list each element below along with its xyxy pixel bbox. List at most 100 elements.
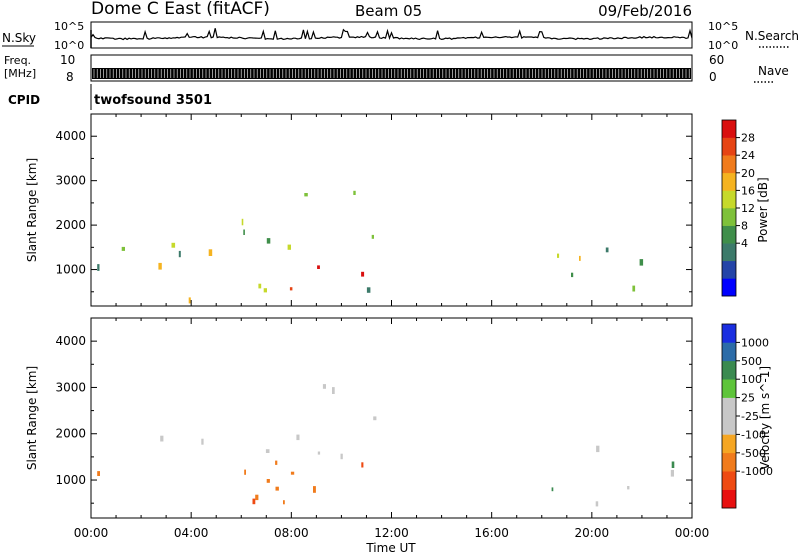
heatmap-cell — [596, 445, 600, 453]
heatmap-cell — [263, 288, 267, 293]
freq-panel: Freq. [MHz] 10 8 60 0 Nave — [4, 53, 789, 84]
power-heatmap-cells — [97, 190, 644, 304]
noise-sky-trace — [90, 28, 693, 41]
colorbar-swatch — [722, 452, 736, 472]
freq-label-line1: Freq. — [4, 54, 31, 67]
noise-left-tick-bottom: 10^0 — [54, 39, 84, 52]
colorbar-swatch — [722, 342, 736, 362]
heatmap-cell — [317, 265, 320, 269]
heatmap-cell — [290, 471, 295, 475]
heatmap-cell — [244, 469, 246, 475]
heatmap-cell — [171, 242, 176, 248]
velocity-panel: 1000 2000 3000 4000 Slant Range [km] — [25, 317, 693, 519]
colorbar-tick-label: -100 — [741, 428, 766, 441]
colorbar-swatch — [722, 155, 736, 174]
velocity-y-axis-label: Slant Range [km] — [25, 366, 39, 470]
noise-right-tick-bottom: 10^0 — [708, 39, 738, 52]
power-colorbar-label: Power [dB] — [756, 177, 770, 242]
colorbar-tick-label: 12 — [741, 202, 755, 215]
time-tick-label: 20:00 — [575, 526, 610, 540]
colorbar-tick-label: 500 — [741, 355, 762, 368]
heatmap-cell — [266, 238, 271, 244]
cpid-text: twofsound 3501 — [94, 93, 212, 108]
freq-trace-hatch — [93, 69, 690, 78]
colorbar-swatch — [722, 489, 736, 509]
colorbar-tick-label: 8 — [741, 220, 748, 233]
time-tick-label: 08:00 — [274, 526, 309, 540]
colorbar-tick-label: 16 — [741, 184, 755, 197]
colorbar-swatch — [722, 471, 736, 490]
freq-tick-bottom: 8 — [66, 70, 74, 84]
heatmap-cell — [188, 297, 191, 304]
colorbar-swatch — [722, 360, 736, 380]
nave-tick-bottom: 0 — [709, 70, 717, 84]
colorbar-tick-label: 100 — [741, 373, 762, 386]
plot-title: Dome C East (fitACF) — [91, 0, 270, 19]
power-colorbar: Power [dB] 28 24 20 16 12 8 4 — [721, 119, 770, 297]
heatmap-cell — [241, 218, 244, 226]
heatmap-cell — [340, 453, 343, 460]
colorbar-swatch — [722, 278, 736, 297]
heatmap-cell — [605, 247, 609, 253]
heatmap-cell — [266, 479, 270, 483]
noise-left-tick-top: 10^5 — [54, 20, 84, 33]
power-panel-bg — [91, 114, 692, 306]
heatmap-cell — [208, 249, 213, 256]
heatmap-cell — [361, 462, 364, 468]
heatmap-cell — [97, 264, 100, 271]
heatmap-cell — [595, 501, 599, 507]
colorbar-swatch — [722, 208, 736, 226]
colorbar-swatch — [722, 416, 736, 435]
velocity-panel-bg — [91, 318, 692, 518]
heatmap-cell — [296, 434, 300, 441]
heatmap-cell — [97, 471, 100, 476]
y-tick-label: 2000 — [55, 427, 86, 441]
noise-search-label: N.Search — [745, 29, 799, 43]
noise-sky-label: N.Sky — [2, 31, 36, 45]
time-tick-label: 16:00 — [474, 526, 509, 540]
nave-tick-top: 60 — [709, 53, 724, 67]
freq-panel-frame — [90, 54, 693, 82]
time-tick-label: 12:00 — [374, 526, 409, 540]
heatmap-cell — [304, 193, 308, 197]
colorbar-tick-label: 28 — [741, 132, 755, 145]
velocity-colorbar-label: Velocity [m s^-1] — [758, 366, 772, 470]
heatmap-cell — [275, 486, 279, 491]
colorbar-tick-label: 25 — [741, 392, 755, 405]
heatmap-cell — [317, 451, 321, 455]
time-tick-label: 04:00 — [174, 526, 209, 540]
colorbar-swatch — [722, 120, 736, 138]
time-tick-label: 00:00 — [675, 526, 710, 540]
colorbar-swatch — [722, 190, 736, 209]
colorbar-tick-label: -500 — [741, 447, 766, 460]
colorbar-swatch — [722, 324, 736, 343]
heatmap-cell — [252, 498, 256, 505]
heatmap-cell — [579, 255, 581, 261]
heatmap-cell — [557, 253, 560, 258]
heatmap-cell — [178, 250, 181, 258]
heatmap-cell — [201, 438, 204, 445]
colorbar-swatch — [722, 243, 736, 262]
heatmap-cell — [632, 285, 636, 292]
heatmap-cell — [313, 486, 316, 493]
y-tick-label: 3000 — [55, 380, 86, 394]
heatmap-cell — [366, 287, 371, 293]
heatmap-cell — [670, 469, 674, 477]
heatmap-cell — [258, 283, 262, 289]
beam-label: Beam 05 — [355, 2, 422, 20]
heatmap-cell — [332, 387, 335, 394]
colorbar-tick-label: -25 — [741, 410, 759, 423]
heatmap-cell — [158, 262, 162, 270]
colorbar-tick-label: 24 — [741, 149, 755, 162]
colorbar-tick-label: 20 — [741, 167, 755, 180]
y-tick-label: 1000 — [55, 263, 86, 277]
nave-label: Nave — [758, 64, 789, 78]
heatmap-cell — [571, 272, 574, 278]
date-label: 09/Feb/2016 — [598, 2, 692, 20]
noise-right-tick-top: 10^5 — [708, 20, 738, 33]
heatmap-cell — [671, 461, 675, 468]
heatmap-cell — [551, 487, 554, 492]
heatmap-cell — [243, 229, 245, 235]
colorbar-swatch — [722, 225, 736, 244]
time-axis: Time UT 00:00 04:00 08:00 12:00 16:00 20:00 00… — [74, 526, 710, 554]
